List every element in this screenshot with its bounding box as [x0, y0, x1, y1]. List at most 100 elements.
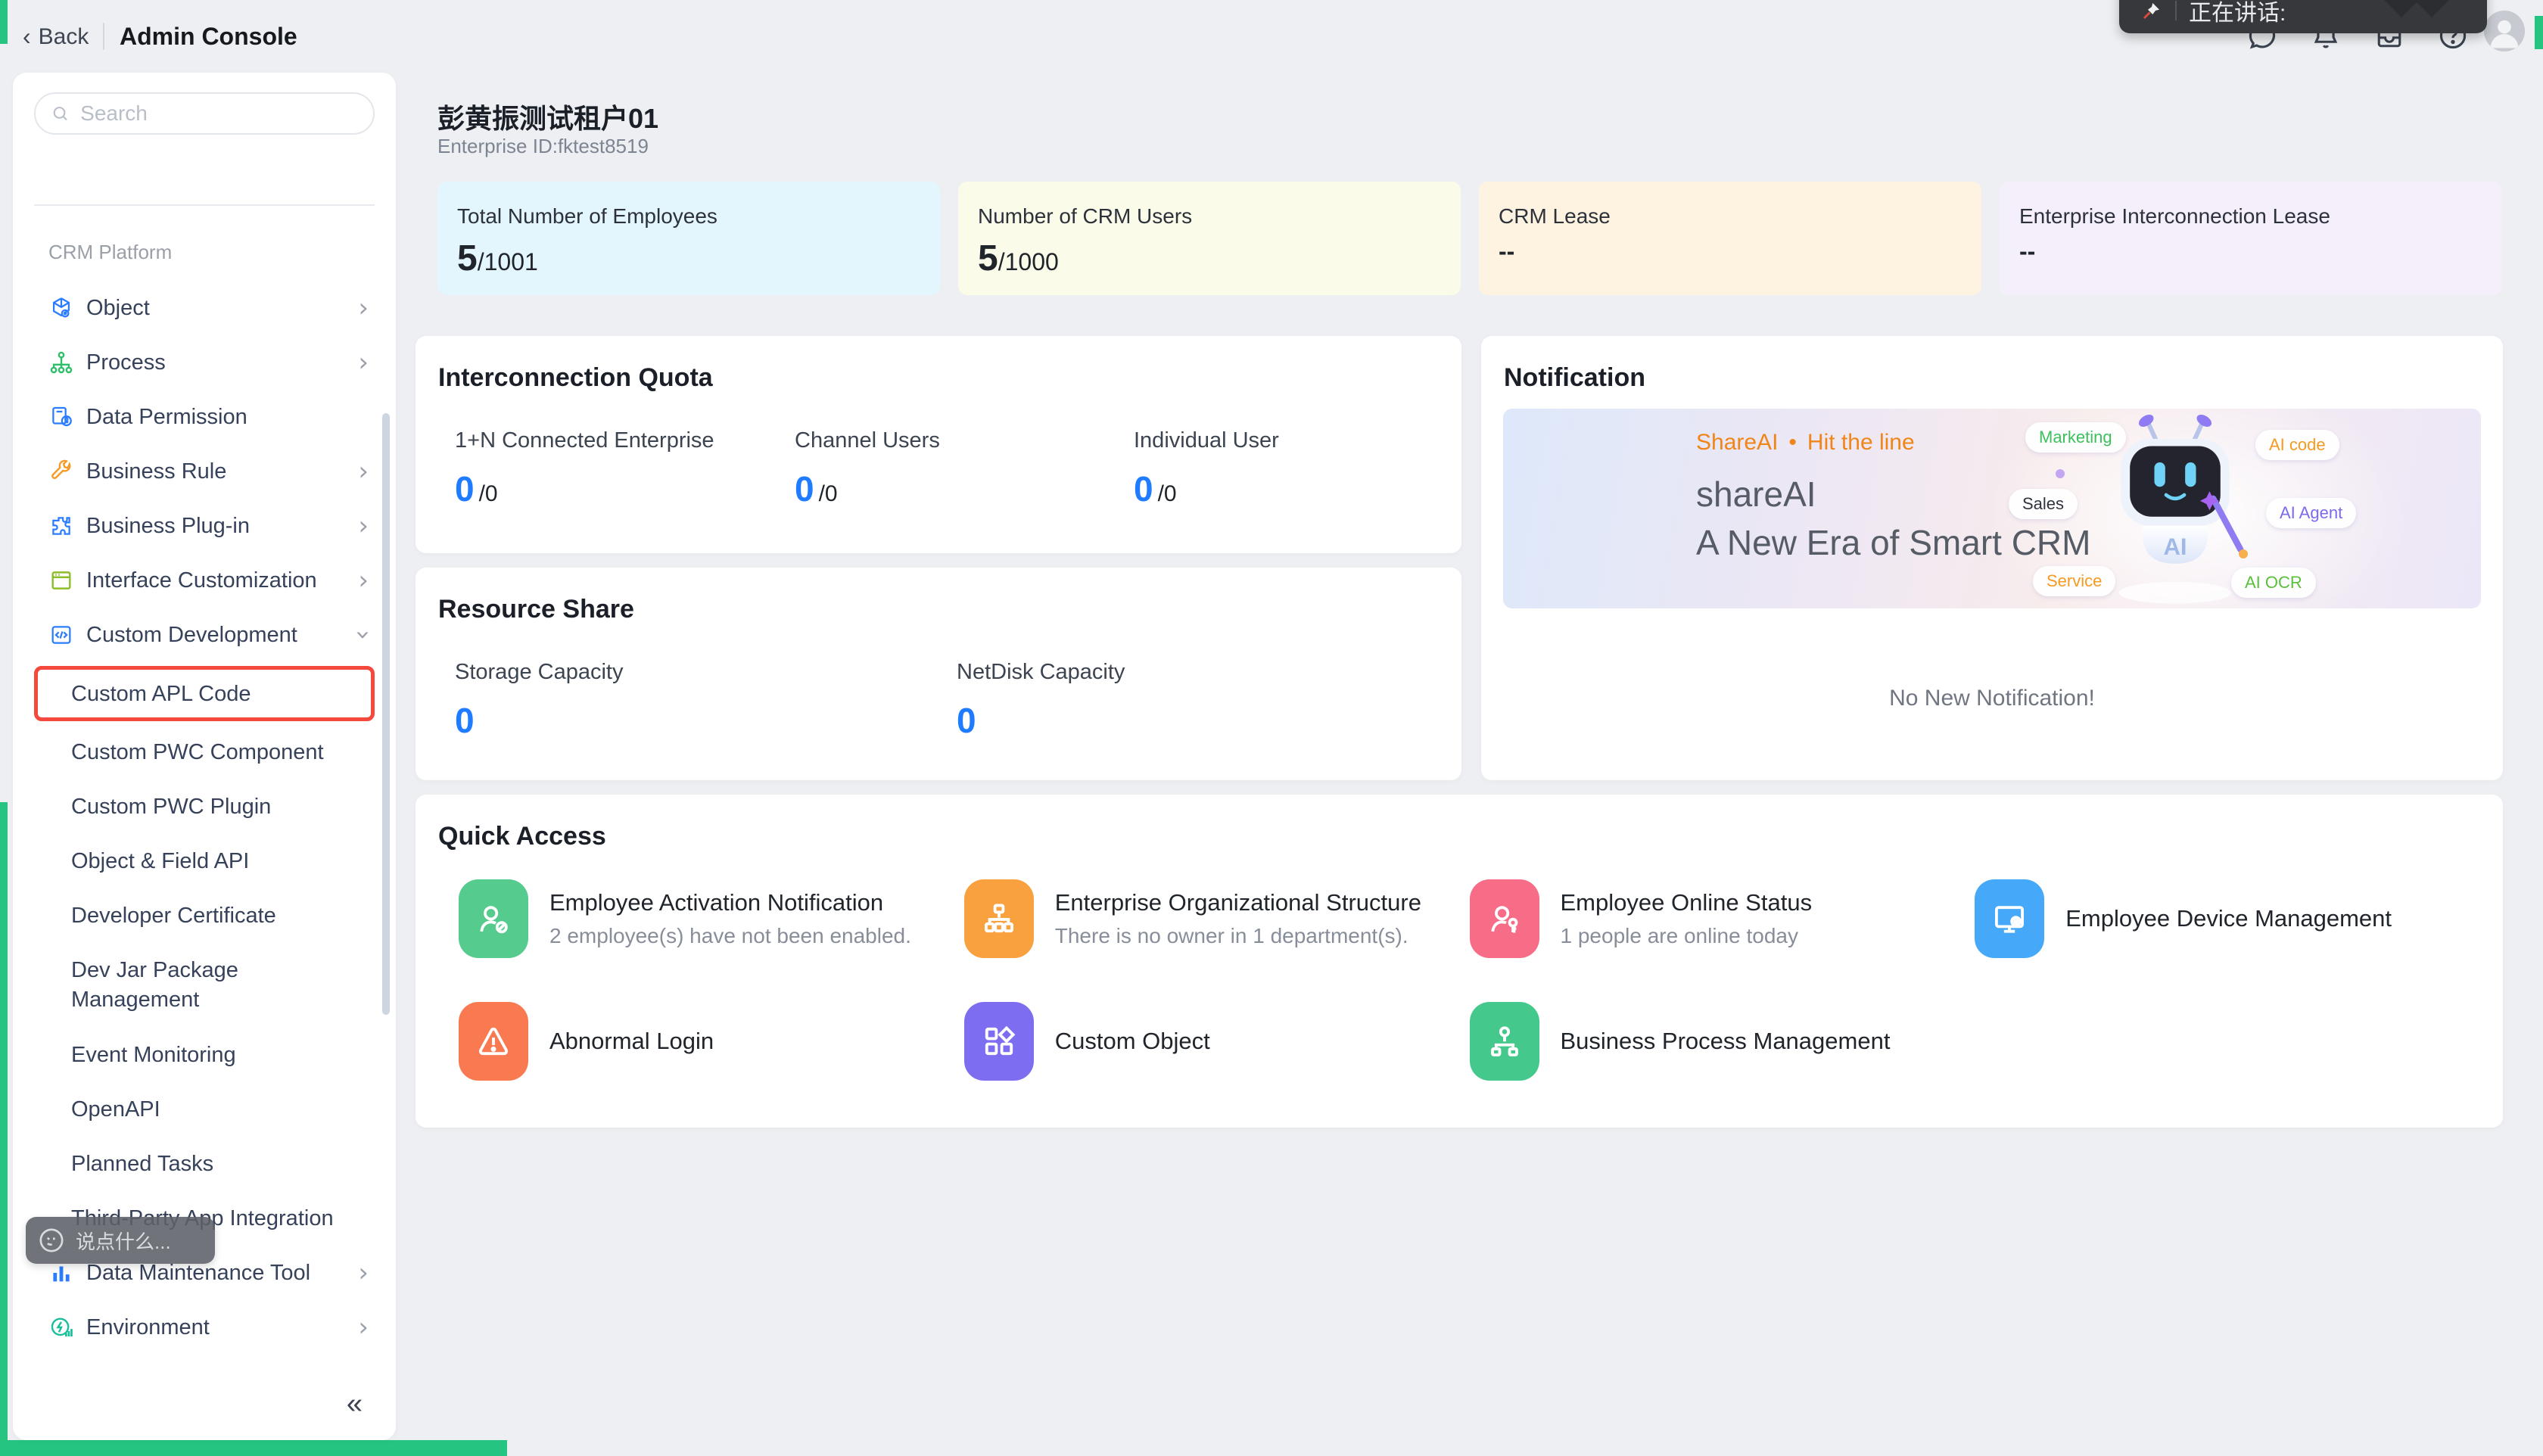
stat-value: 5	[978, 238, 998, 278]
resource-share-card: Resource Share Storage Capacity 0 NetDis…	[416, 568, 1461, 780]
quota-label: Individual User	[1134, 428, 1279, 453]
sidebar-item-label: Custom Development	[86, 623, 297, 647]
qa-enterprise-organizational-structure[interactable]: Enterprise Organizational Structure Ther…	[963, 879, 1470, 958]
process-flow-icon	[1469, 1002, 1539, 1081]
quota-total: /0	[478, 481, 498, 506]
banner-dot-orange	[2239, 549, 2248, 558]
sidebar-item-label: Data Permission	[86, 405, 247, 429]
section-title: Interconnection Quota	[438, 363, 713, 392]
stat-total: /1001	[477, 248, 538, 275]
section-title: Resource Share	[438, 595, 634, 624]
qa-label: Employee Activation Notification	[549, 889, 884, 916]
search-icon	[53, 107, 67, 121]
environment-icon	[48, 1314, 74, 1340]
qa-employee-activation-notification[interactable]: Employee Activation Notification 2 emplo…	[459, 879, 964, 958]
sidebar-item-business-rule[interactable]: Business Rule ›	[13, 444, 396, 499]
stat-value: 5	[457, 238, 478, 278]
sidebar-item-data-permission[interactable]: Data Permission	[13, 390, 396, 444]
back-chevron-icon: ‹	[23, 23, 31, 50]
qa-abnormal-login[interactable]: Abnormal Login	[459, 1002, 964, 1081]
qa-employee-online-status[interactable]: Employee Online Status 1 people are onli…	[1469, 879, 1975, 958]
smiley-icon	[39, 1228, 64, 1252]
qa-label: Employee Online Status	[1560, 889, 1813, 916]
qa-desc: 1 people are online today	[1560, 924, 1798, 947]
sidebar-item-developer-certificate[interactable]: Developer Certificate	[13, 888, 396, 943]
sidebar-item-custom-development[interactable]: Custom Development ›	[13, 608, 396, 662]
sidebar-item-openapi[interactable]: OpenAPI	[13, 1082, 396, 1137]
resource-netdisk-capacity: NetDisk Capacity 0	[957, 660, 1125, 741]
banner-pill-marketing: Marketing	[2025, 422, 2126, 453]
user-avatar[interactable]	[2484, 11, 2525, 51]
puzzle-icon	[48, 513, 74, 539]
sidebar-scrollbar[interactable]	[382, 413, 390, 1015]
banner-headline: shareAI	[1696, 474, 1816, 514]
sidebar-item-data-maintenance-tool[interactable]: Data Maintenance Tool ›	[13, 1246, 396, 1300]
sidebar-item-custom-pwc-plugin[interactable]: Custom PWC Plugin	[13, 779, 396, 834]
banner-pill-ai-agent: AI Agent	[2266, 498, 2357, 528]
shapes-icon	[963, 1002, 1034, 1081]
banner-slogan: Hit the line	[1807, 430, 1915, 455]
sidebar-item-dev-jar-package-management[interactable]: Dev Jar Package Management	[13, 943, 396, 1028]
stat-total: /1000	[998, 248, 1059, 275]
page-title: Admin Console	[120, 23, 297, 50]
sidebar-item-custom-pwc-component[interactable]: Custom PWC Component	[13, 725, 396, 779]
quota-total: /0	[1157, 481, 1177, 506]
sidebar-item-label: Dev Jar Package Management	[71, 958, 238, 1012]
banner-pill-ai-code: AI code	[2255, 430, 2339, 460]
qa-label: Custom Object	[1054, 1028, 1210, 1054]
stat-card-crm-lease: CRM Lease --	[1479, 182, 1981, 295]
document-lock-icon	[48, 404, 74, 430]
stat-card-total-employees: Total Number of Employees 5/1001	[437, 182, 940, 295]
shareai-banner[interactable]: ShareAI • Hit the line shareAI A New Era…	[1503, 409, 2481, 608]
qa-employee-device-management[interactable]: Employee Device Management	[1975, 879, 2480, 958]
chevron-right-icon: ›	[358, 511, 369, 541]
wrench-icon	[48, 459, 74, 484]
qa-label: Enterprise Organizational Structure	[1054, 889, 1421, 916]
svg-text:AI: AI	[2163, 534, 2187, 560]
sidebar-divider	[34, 204, 375, 206]
code-icon	[48, 622, 74, 648]
qa-custom-object[interactable]: Custom Object	[963, 1002, 1470, 1081]
sidebar-search[interactable]	[34, 92, 375, 135]
toast-text: 正在讲话:	[2189, 1, 2286, 26]
sidebar-item-business-plugin[interactable]: Business Plug-in ›	[13, 499, 396, 553]
quota-value: 0	[455, 469, 475, 509]
qa-desc: 2 employee(s) have not been enabled.	[549, 924, 911, 947]
sidebar-item-interface-customization[interactable]: Interface Customization ›	[13, 553, 396, 608]
sidebar-item-process[interactable]: Process ›	[13, 335, 396, 390]
stat-card-enterprise-interconnection-lease: Enterprise Interconnection Lease --	[2000, 182, 2502, 295]
banner-dot-purple	[2056, 469, 2065, 478]
org-chart-icon	[963, 879, 1034, 958]
banner-subline: A New Era of Smart CRM	[1696, 523, 2091, 562]
interconnection-quota-card: Interconnection Quota 1+N Connected Ente…	[416, 336, 1461, 553]
sidebar-item-custom-apl-code[interactable]: Custom APL Code	[34, 666, 375, 721]
assistant-bubble[interactable]: 说点什么...	[26, 1217, 215, 1264]
quota-value: 0	[1134, 469, 1153, 509]
resource-label: NetDisk Capacity	[957, 660, 1125, 684]
chevron-right-icon: ›	[358, 456, 369, 487]
stat-card-crm-users: Number of CRM Users 5/1000	[958, 182, 1461, 295]
sidebar-item-object[interactable]: Object ›	[13, 281, 396, 335]
sidebar-item-environment[interactable]: Environment ›	[13, 1300, 396, 1355]
sidebar-item-label: Interface Customization	[86, 568, 317, 593]
quota-connected-enterprise: 1+N Connected Enterprise 0/0	[455, 428, 714, 509]
screen-share-toast: 正在讲话:	[2119, 0, 2487, 33]
stat-label: Total Number of Employees	[457, 204, 717, 228]
sidebar-item-label: Object	[86, 296, 150, 320]
cube-icon	[48, 295, 74, 321]
stat-label: CRM Lease	[1499, 204, 1611, 228]
monitor-gear-icon	[1975, 879, 2045, 958]
sidebar-collapse-button[interactable]: «	[346, 1388, 363, 1420]
sidebar-item-event-monitoring[interactable]: Event Monitoring	[13, 1028, 396, 1082]
quota-individual-user: Individual User 0/0	[1134, 428, 1279, 509]
sidebar-item-object-field-api[interactable]: Object & Field API	[13, 834, 396, 888]
banner-dot: •	[1788, 430, 1797, 455]
back-button[interactable]: ‹ Back	[23, 23, 89, 51]
warning-triangle-icon	[459, 1002, 528, 1081]
qa-business-process-management[interactable]: Business Process Management	[1469, 1002, 1975, 1081]
sidebar-item-label: Object & Field API	[71, 849, 250, 873]
sidebar-item-planned-tasks[interactable]: Planned Tasks	[13, 1137, 396, 1191]
search-input[interactable]	[79, 101, 358, 126]
sidebar-item-label: Developer Certificate	[71, 904, 276, 928]
banner-brand: ShareAI	[1696, 430, 1779, 455]
